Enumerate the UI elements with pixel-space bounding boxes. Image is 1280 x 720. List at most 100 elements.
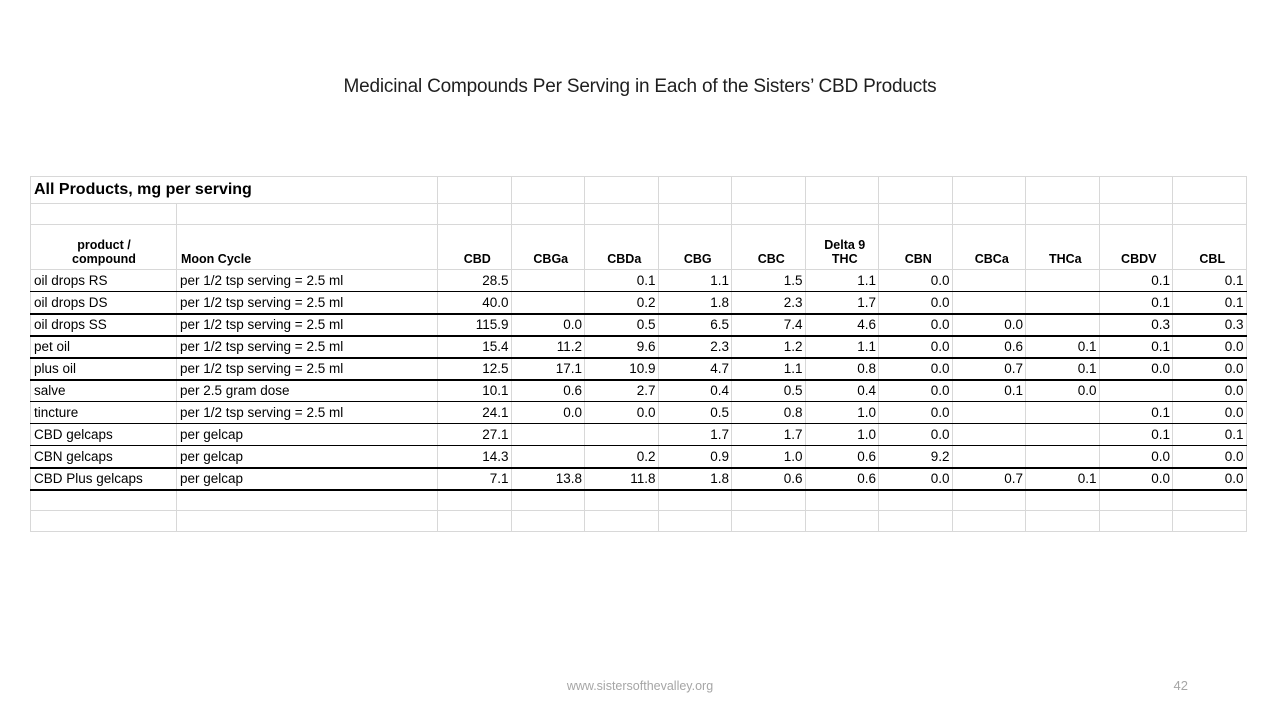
- value-cell: 0.1: [1098, 269, 1174, 292]
- serving-cell: per 1/2 tsp serving = 2.5 ml: [175, 313, 439, 337]
- value-cell: 0.8: [804, 357, 880, 381]
- value-cell: [951, 291, 1027, 315]
- serving-cell: per 1/2 tsp serving = 2.5 ml: [175, 401, 439, 424]
- product-cell: oil drops DS: [30, 291, 177, 315]
- value-cell: 0.7: [951, 357, 1027, 381]
- value-cell: 0.1: [1098, 291, 1174, 315]
- value-cell: 1.5: [731, 269, 806, 292]
- empty-cell: [1098, 176, 1174, 204]
- table-row: pet oil per 1/2 tsp serving = 2.5 ml 15.4 1…: [30, 335, 1247, 359]
- value-cell: [1098, 379, 1174, 402]
- value-cell: 1.0: [804, 401, 880, 424]
- empty-cell: [731, 176, 806, 204]
- value-cell: [510, 269, 586, 292]
- empty-cell: [878, 510, 953, 532]
- value-cell: 0.1: [1098, 335, 1174, 359]
- empty-cell: [804, 176, 880, 204]
- value-cell: 0.0: [584, 401, 659, 424]
- value-cell: 0.5: [584, 313, 659, 337]
- value-cell: 0.0: [1098, 445, 1174, 469]
- value-cell: 1.8: [657, 291, 733, 315]
- empty-cell: [584, 510, 659, 532]
- empty-cell: [1025, 176, 1100, 204]
- empty-cell: [1098, 203, 1174, 225]
- spacer-row: [30, 203, 1247, 225]
- value-cell: 24.1: [437, 401, 512, 424]
- value-cell: 0.6: [804, 467, 880, 491]
- serving-cell: per 2.5 gram dose: [175, 379, 439, 402]
- value-cell: 13.8: [510, 467, 586, 491]
- value-cell: 1.7: [731, 423, 806, 446]
- value-cell: 0.6: [731, 467, 806, 491]
- value-cell: 0.3: [1172, 313, 1247, 337]
- value-cell: 2.3: [657, 335, 733, 359]
- empty-row: [30, 510, 1247, 532]
- empty-cell: [1098, 489, 1174, 511]
- empty-cell: [437, 510, 512, 532]
- column-header-cbda: CBDa: [584, 224, 659, 270]
- table-header-row: product / compound Moon Cycle CBD CBGa CBD…: [30, 224, 1247, 270]
- value-cell: [951, 445, 1027, 469]
- value-cell: 0.0: [878, 357, 953, 381]
- products-table: All Products, mg per serving product / c…: [29, 176, 1247, 532]
- product-cell: CBD gelcaps: [30, 423, 177, 446]
- empty-cell: [731, 203, 806, 225]
- column-header-cbdv: CBDV: [1098, 224, 1174, 270]
- column-header-delta-9-thc: Delta 9 THC: [804, 224, 880, 270]
- table-row: CBN gelcaps per gelcap 14.3 0.2 0.9 1.0 0.6 9.2…: [30, 445, 1247, 469]
- value-cell: 0.0: [878, 467, 953, 491]
- value-cell: 0.1: [1025, 335, 1100, 359]
- value-cell: 0.7: [951, 467, 1027, 491]
- table-row: plus oil per 1/2 tsp serving = 2.5 ml 12.5…: [30, 357, 1247, 381]
- table-row: salve per 2.5 gram dose 10.1 0.6 2.7 0.4 0.5 0.…: [30, 379, 1247, 402]
- value-cell: 0.0: [1025, 379, 1100, 402]
- value-cell: 1.7: [657, 423, 733, 446]
- empty-cell: [175, 203, 439, 225]
- empty-cell: [1172, 176, 1247, 204]
- serving-cell: per 1/2 tsp serving = 2.5 ml: [175, 269, 439, 292]
- value-cell: 0.3: [1098, 313, 1174, 337]
- value-cell: 14.3: [437, 445, 512, 469]
- serving-cell: per 1/2 tsp serving = 2.5 ml: [175, 291, 439, 315]
- table-title: All Products, mg per serving: [29, 176, 439, 204]
- empty-cell: [804, 510, 880, 532]
- value-cell: 0.1: [1025, 357, 1100, 381]
- value-cell: 7.4: [731, 313, 806, 337]
- empty-cell: [437, 203, 512, 225]
- value-cell: 7.1: [437, 467, 512, 491]
- serving-cell: per 1/2 tsp serving = 2.5 ml: [175, 357, 439, 381]
- empty-cell: [30, 203, 177, 225]
- column-header-cbd: CBD: [437, 224, 512, 270]
- value-cell: [951, 269, 1027, 292]
- empty-cell: [804, 203, 880, 225]
- value-cell: 0.0: [878, 401, 953, 424]
- value-cell: 0.0: [878, 423, 953, 446]
- empty-cell: [1025, 203, 1100, 225]
- value-cell: 0.1: [584, 269, 659, 292]
- value-cell: 0.8: [731, 401, 806, 424]
- empty-cell: [437, 176, 512, 204]
- table-row: oil drops RS per 1/2 tsp serving = 2.5 ml…: [30, 269, 1247, 292]
- empty-cell: [731, 489, 806, 511]
- value-cell: 0.2: [584, 291, 659, 315]
- product-cell: oil drops SS: [30, 313, 177, 337]
- empty-cell: [175, 510, 439, 532]
- value-cell: 40.0: [437, 291, 512, 315]
- value-cell: 15.4: [437, 335, 512, 359]
- value-cell: [1025, 401, 1100, 424]
- value-cell: 12.5: [437, 357, 512, 381]
- value-cell: 0.6: [510, 379, 586, 402]
- empty-cell: [1025, 489, 1100, 511]
- value-cell: 0.0: [1172, 335, 1247, 359]
- empty-cell: [951, 176, 1027, 204]
- empty-cell: [584, 203, 659, 225]
- value-cell: 0.0: [1172, 445, 1247, 469]
- column-header-cbca: CBCa: [951, 224, 1027, 270]
- value-cell: 0.4: [804, 379, 880, 402]
- value-cell: 4.6: [804, 313, 880, 337]
- empty-cell: [951, 489, 1027, 511]
- value-cell: 11.2: [510, 335, 586, 359]
- value-cell: [510, 291, 586, 315]
- column-header-cbg: CBG: [657, 224, 733, 270]
- value-cell: [1025, 313, 1100, 337]
